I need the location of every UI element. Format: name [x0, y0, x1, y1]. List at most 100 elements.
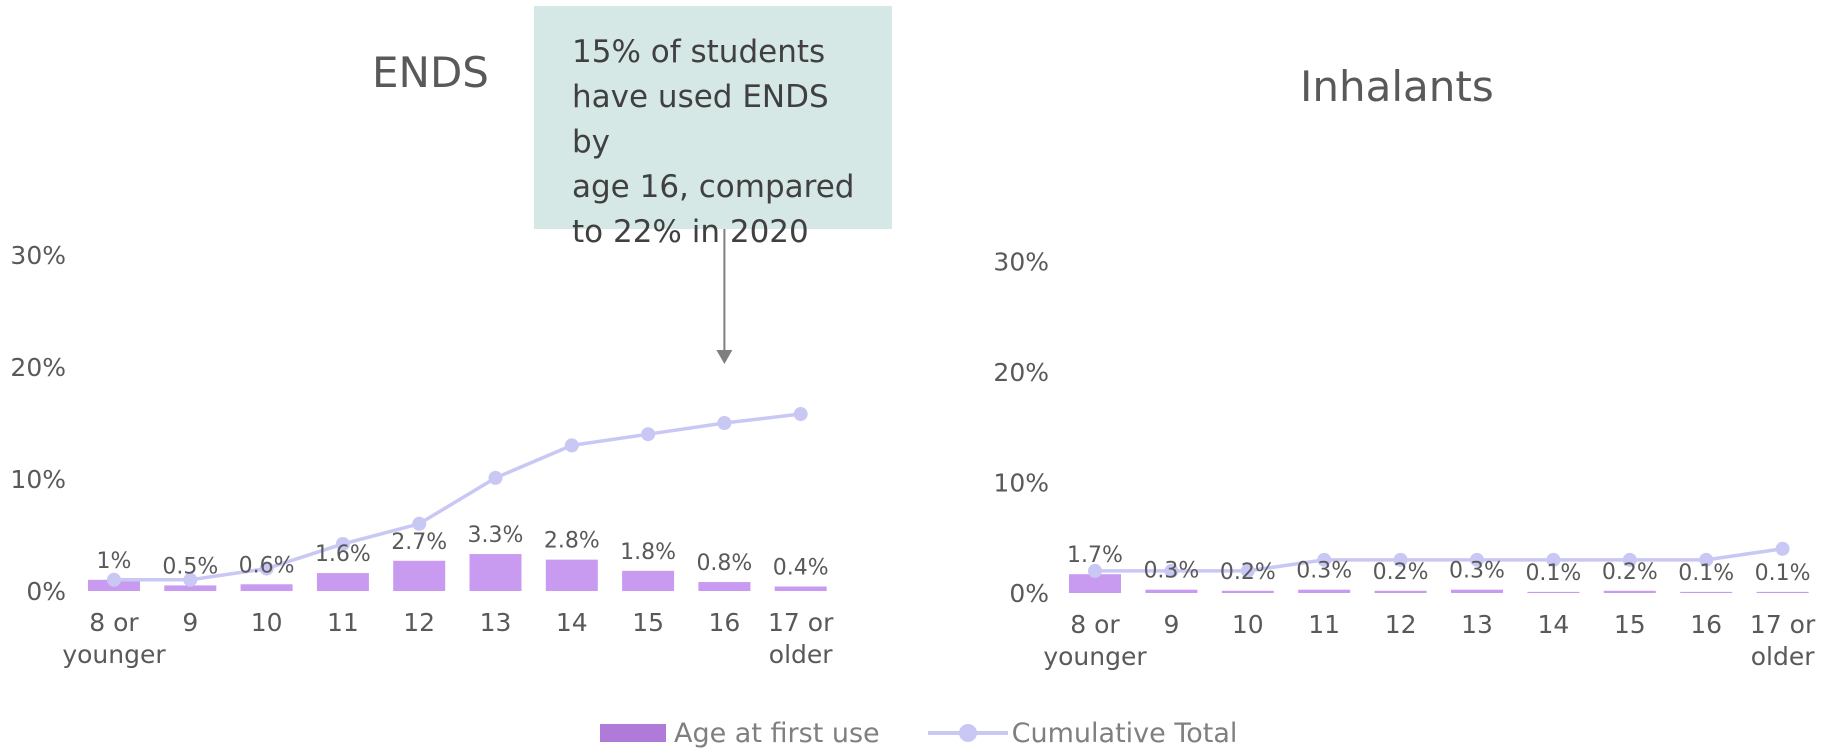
data-label: 2.8%: [544, 529, 600, 554]
bar: [316, 573, 369, 591]
bar: [1756, 591, 1809, 593]
line-point: [1088, 563, 1102, 578]
legend-line-swatch: [927, 723, 1008, 743]
data-label: 0.8%: [696, 551, 752, 576]
line-point: [412, 516, 427, 531]
data-label: 0.1%: [1755, 561, 1811, 586]
annotation-line: have used ENDS by: [572, 79, 829, 160]
line-point: [107, 572, 121, 587]
line-point: [1164, 563, 1179, 578]
line-point: [259, 561, 274, 576]
category-label: older: [1751, 642, 1815, 671]
annotation-text: 15% of students have used ENDS by age 16…: [572, 30, 872, 255]
bar: [1603, 590, 1656, 593]
y-tick-label: 30%: [993, 248, 1049, 277]
bar: [1680, 591, 1733, 593]
data-label: 0.3%: [1143, 559, 1199, 584]
data-label: 1.8%: [620, 540, 676, 565]
data-label: 3.3%: [468, 523, 524, 548]
legend-bar-label: Age at first use: [674, 717, 880, 749]
bar: [469, 554, 522, 591]
line-point: [1317, 552, 1332, 567]
line-point: [1775, 541, 1790, 556]
line-point: [1622, 552, 1637, 567]
data-label: 0.4%: [773, 556, 829, 581]
annotation-line: 15% of students: [572, 34, 826, 70]
annotation-line: to 22% in 2020: [572, 214, 809, 250]
bar: [393, 560, 446, 591]
data-label: 1.6%: [315, 542, 371, 567]
category-label: 9: [182, 608, 198, 637]
line-point: [488, 470, 503, 485]
category-label: 11: [1308, 610, 1340, 639]
bar: [1221, 590, 1274, 593]
category-label: older: [769, 640, 833, 669]
category-label: 13: [480, 608, 512, 637]
bar: [1145, 589, 1198, 593]
category-label: 8 or: [89, 608, 139, 637]
category-label: 10: [251, 608, 283, 637]
category-label: 13: [1461, 610, 1493, 639]
line-point: [1699, 552, 1714, 567]
bar: [545, 559, 598, 591]
cumulative-line: [114, 412, 801, 582]
line-point: [1240, 563, 1255, 578]
data-label: 0.3%: [1449, 559, 1505, 584]
y-tick-label: 20%: [993, 358, 1049, 387]
legend-item-bars: Age at first use: [600, 718, 880, 749]
category-label: 14: [1537, 610, 1569, 639]
line-point: [183, 572, 198, 587]
data-label: 0.2%: [1220, 560, 1276, 585]
category-label: 17 or: [768, 608, 834, 637]
data-label: 0.5%: [162, 554, 218, 579]
legend-bar-swatch: [600, 724, 666, 742]
category-label: 10: [1232, 610, 1264, 639]
category-label: younger: [1043, 642, 1147, 671]
line-point: [564, 438, 579, 453]
data-label: 0.6%: [239, 553, 295, 578]
line-point: [1546, 552, 1561, 567]
data-label: 0.2%: [1373, 560, 1429, 585]
line-point: [793, 407, 808, 422]
ends-chart-title: ENDS: [372, 48, 489, 97]
bar: [1298, 589, 1351, 593]
y-tick-label: 0%: [1009, 579, 1049, 608]
line-point: [717, 416, 732, 430]
line-point: [335, 536, 350, 551]
cumulative-line: [1095, 547, 1783, 573]
y-tick-label: 10%: [993, 469, 1049, 498]
legend-line-label: Cumulative Total: [1011, 717, 1238, 749]
data-label: 2.7%: [391, 530, 447, 555]
category-label: 9: [1163, 610, 1179, 639]
bar: [774, 586, 827, 591]
category-label: 16: [708, 608, 740, 637]
bar: [1069, 574, 1121, 593]
category-label: younger: [62, 640, 166, 669]
category-label: 14: [556, 608, 588, 637]
y-tick-label: 20%: [10, 353, 66, 382]
category-label: 16: [1690, 610, 1722, 639]
annotation-arrow-head: [716, 350, 733, 364]
legend: Age at first use Cumulative Total: [600, 716, 1285, 750]
data-label: 1%: [97, 549, 132, 574]
data-label: 0.3%: [1296, 559, 1352, 584]
data-label: 1.7%: [1067, 543, 1123, 568]
annotation-callout: [534, 6, 892, 229]
bar: [1451, 589, 1503, 593]
bar: [164, 585, 217, 591]
category-label: 11: [327, 608, 359, 637]
category-label: 17 or: [1750, 610, 1816, 639]
inhalants-chart-title: Inhalants: [1300, 62, 1494, 111]
bar: [1374, 590, 1427, 593]
category-label: 15: [1614, 610, 1646, 639]
y-tick-label: 0%: [26, 577, 66, 606]
category-label: 8 or: [1070, 610, 1120, 639]
data-label: 0.2%: [1602, 560, 1658, 585]
bar: [1527, 591, 1580, 593]
data-label: 0.1%: [1525, 561, 1581, 586]
y-tick-label: 30%: [10, 241, 66, 270]
legend-item-line: Cumulative Total: [927, 717, 1238, 749]
y-tick-label: 10%: [10, 465, 66, 494]
bar: [698, 582, 751, 591]
